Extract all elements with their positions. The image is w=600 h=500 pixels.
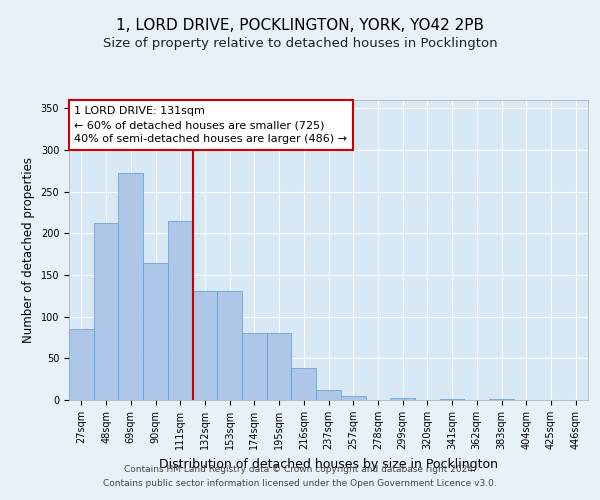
Y-axis label: Number of detached properties: Number of detached properties bbox=[22, 157, 35, 343]
Bar bbox=[390, 398, 415, 400]
Bar bbox=[193, 291, 217, 400]
Bar bbox=[267, 334, 292, 400]
Bar bbox=[316, 390, 341, 400]
Bar bbox=[292, 368, 316, 400]
Bar bbox=[440, 399, 464, 400]
Bar bbox=[217, 291, 242, 400]
Bar bbox=[341, 396, 365, 400]
Bar bbox=[242, 334, 267, 400]
Text: 1, LORD DRIVE, POCKLINGTON, YORK, YO42 2PB: 1, LORD DRIVE, POCKLINGTON, YORK, YO42 2… bbox=[116, 18, 484, 32]
X-axis label: Distribution of detached houses by size in Pocklington: Distribution of detached houses by size … bbox=[159, 458, 498, 470]
Bar bbox=[94, 224, 118, 400]
Bar bbox=[489, 399, 514, 400]
Text: 1 LORD DRIVE: 131sqm
← 60% of detached houses are smaller (725)
40% of semi-deta: 1 LORD DRIVE: 131sqm ← 60% of detached h… bbox=[74, 106, 347, 144]
Bar bbox=[118, 172, 143, 400]
Text: Contains HM Land Registry data © Crown copyright and database right 2024.
Contai: Contains HM Land Registry data © Crown c… bbox=[103, 466, 497, 487]
Bar bbox=[143, 262, 168, 400]
Bar bbox=[168, 221, 193, 400]
Bar bbox=[69, 329, 94, 400]
Text: Size of property relative to detached houses in Pocklington: Size of property relative to detached ho… bbox=[103, 38, 497, 51]
